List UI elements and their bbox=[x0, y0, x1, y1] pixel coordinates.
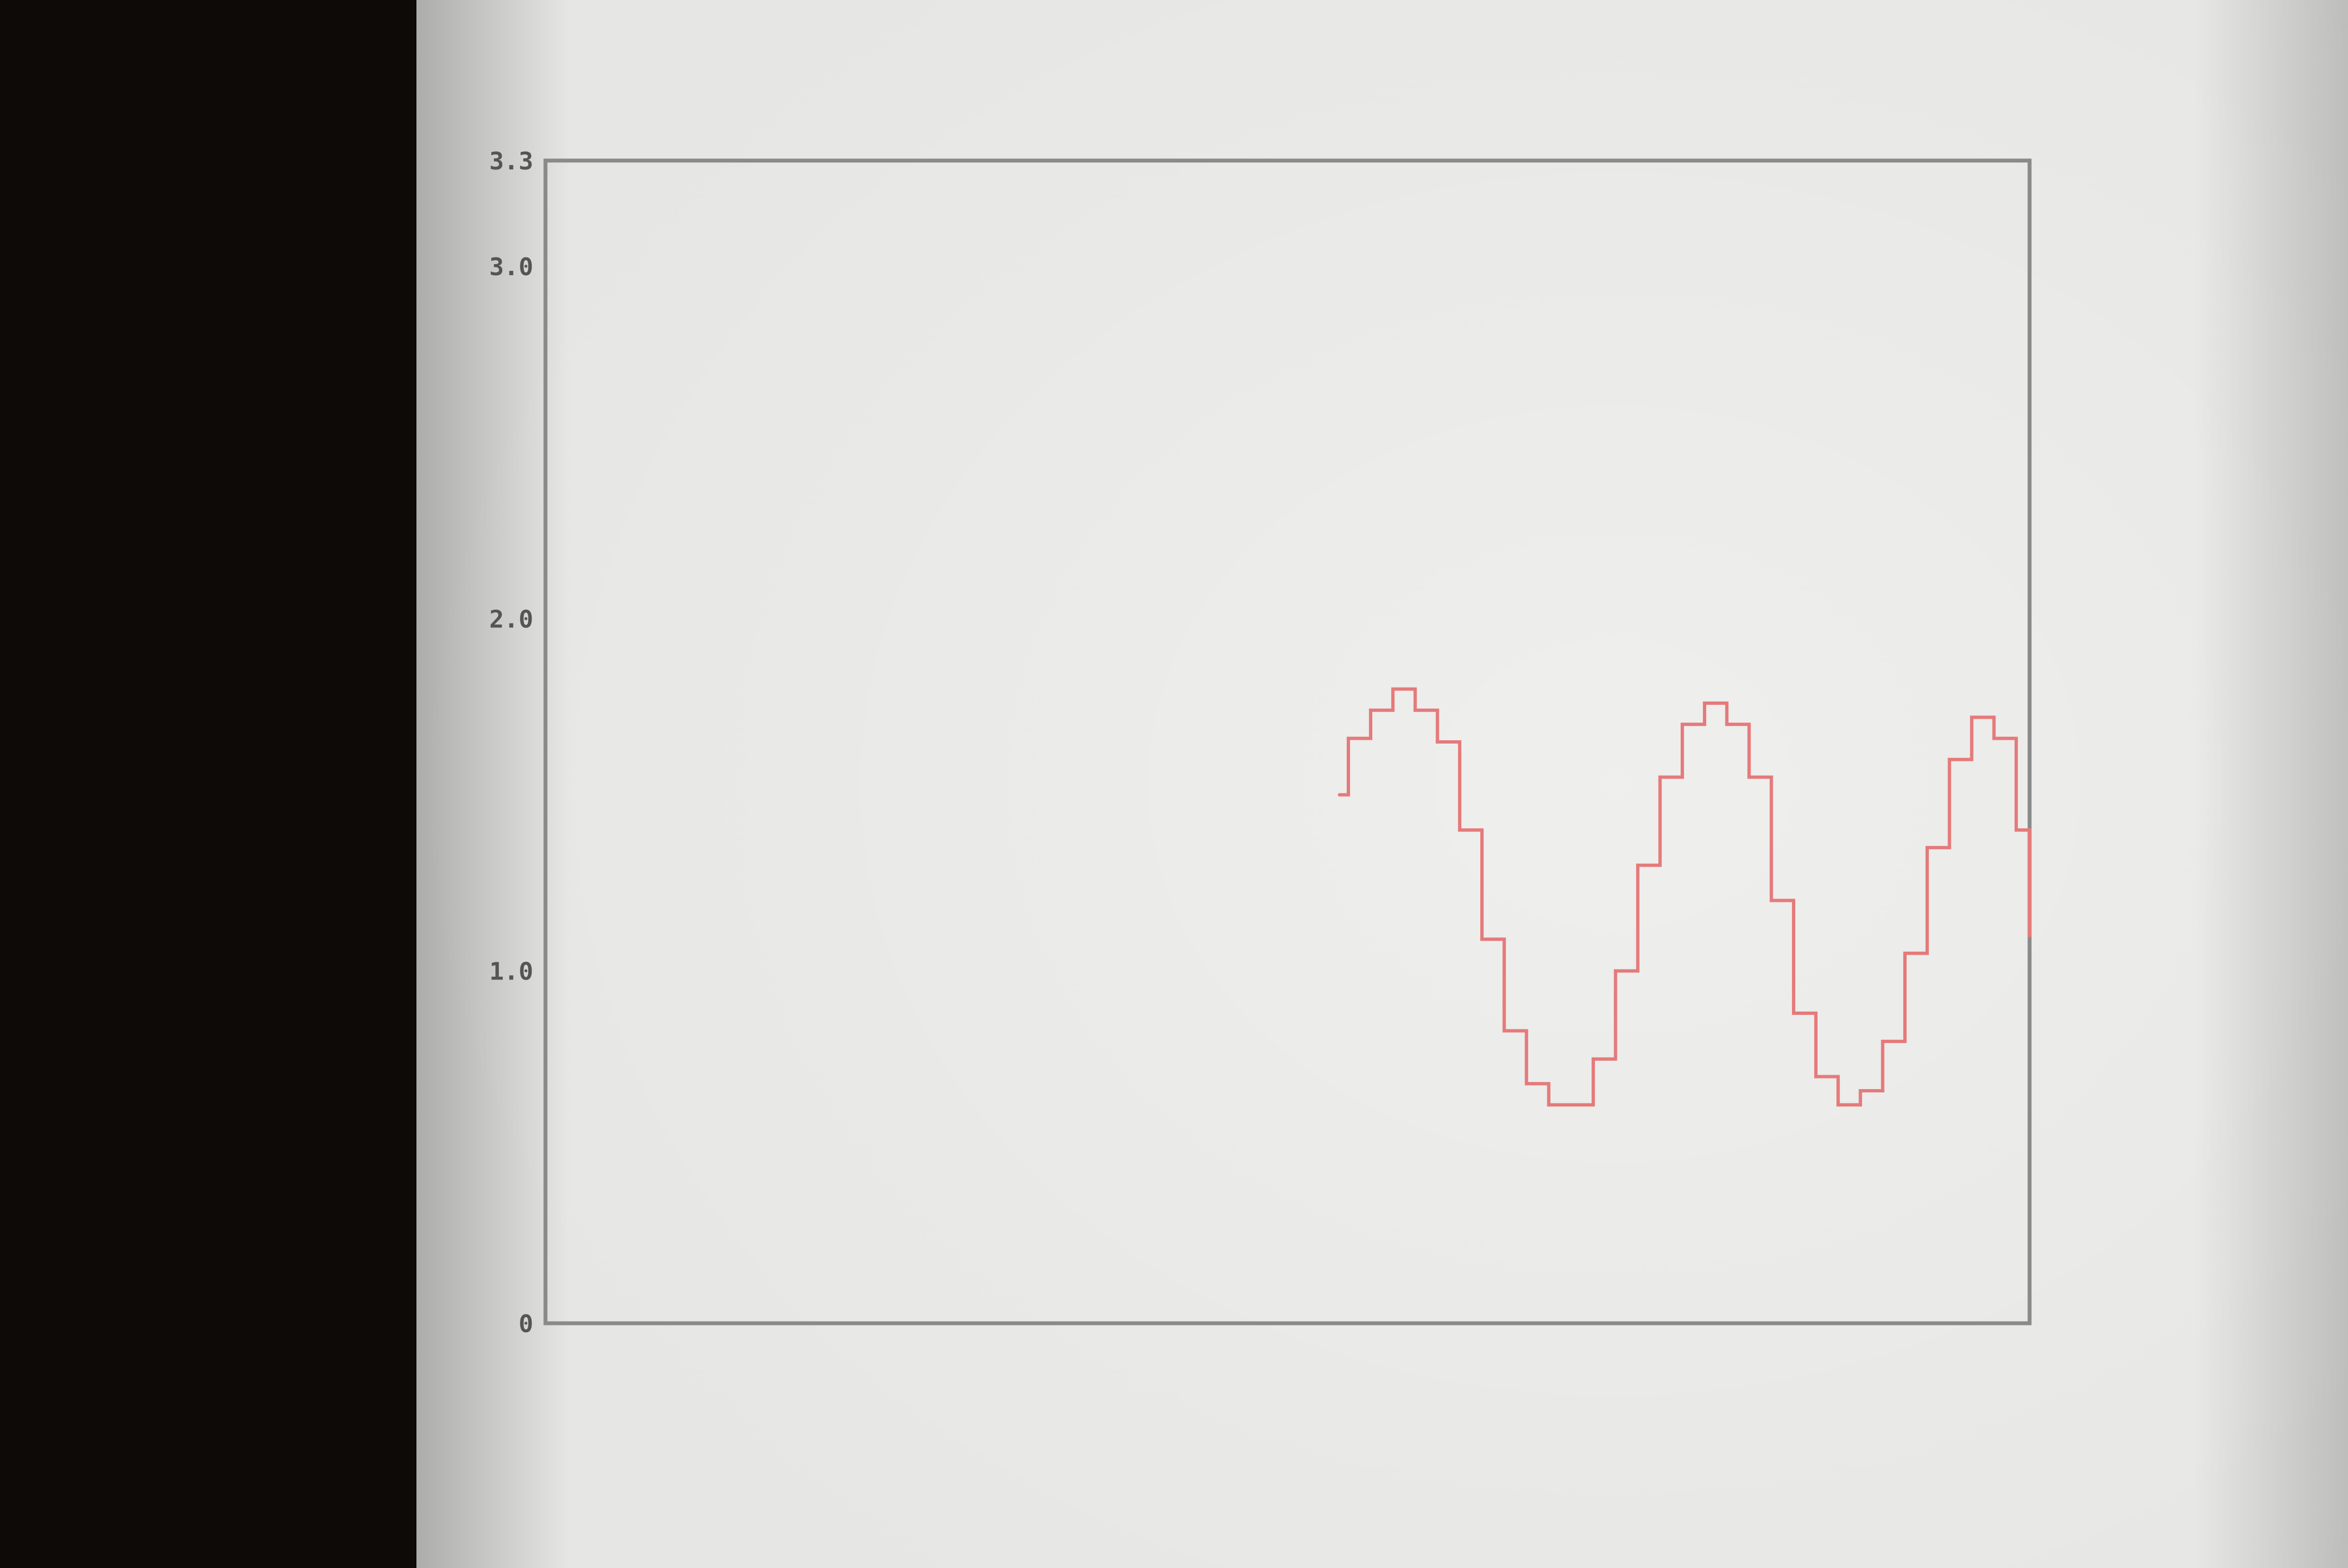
series-0-point-11 bbox=[1569, 1103, 1573, 1107]
series-0-point-24 bbox=[1858, 1089, 1862, 1092]
series-0-point-12 bbox=[1592, 1057, 1595, 1061]
series-0-point-13 bbox=[1614, 969, 1618, 973]
plot-frame bbox=[543, 158, 2032, 1325]
series-0-point-21 bbox=[1791, 1012, 1795, 1015]
series-0-point-16 bbox=[1680, 723, 1684, 726]
series-0-point-20 bbox=[1769, 899, 1773, 902]
series-0-point-22 bbox=[1814, 1075, 1818, 1079]
y-axis-ticks: 0 1.0 2.0 3.0 3.3 bbox=[490, 147, 533, 1338]
y-tick-label-0: 0 bbox=[519, 1310, 534, 1338]
screen-edge-shade bbox=[416, 0, 2348, 1568]
series-0-point-14 bbox=[1636, 863, 1640, 867]
series-0-point-0 bbox=[1337, 793, 1341, 797]
series-0-point-9 bbox=[1525, 1082, 1528, 1086]
series-0-point-31 bbox=[2014, 828, 2018, 832]
series-0-point-23 bbox=[1836, 1103, 1840, 1107]
series-0-point-25 bbox=[1881, 1039, 1884, 1043]
series-0-point-5 bbox=[1435, 740, 1439, 744]
series-0-point-2 bbox=[1369, 708, 1373, 712]
signal-traces bbox=[1337, 687, 2031, 1107]
y-tick-label-3: 3.0 bbox=[490, 253, 533, 281]
series-0-point-1 bbox=[1346, 736, 1350, 740]
y-tick-label-2: 2.0 bbox=[490, 605, 533, 633]
series-0-point-30 bbox=[1992, 736, 1996, 740]
series-0-point-17 bbox=[1703, 702, 1707, 705]
series-line-0 bbox=[1339, 687, 2031, 1107]
series-0-point-28 bbox=[1948, 757, 1951, 761]
y-tick-label-4: 3.3 bbox=[490, 147, 533, 176]
series-0-point-4 bbox=[1413, 708, 1417, 712]
series-0-point-8 bbox=[1502, 1029, 1506, 1033]
series-0-point-3 bbox=[1391, 687, 1395, 691]
series-0-point-29 bbox=[1970, 715, 1974, 719]
series-0-point-26 bbox=[1903, 951, 1907, 955]
series-0-point-19 bbox=[1747, 775, 1751, 779]
series-0-point-7 bbox=[1480, 937, 1484, 941]
series-0-point-10 bbox=[1547, 1103, 1551, 1107]
series-0-point-32 bbox=[2028, 934, 2031, 937]
series-0-point-27 bbox=[1925, 845, 1929, 849]
series-0-point-6 bbox=[1458, 828, 1461, 832]
series-0-point-15 bbox=[1658, 775, 1662, 779]
y-tick-label-1: 1.0 bbox=[490, 958, 533, 986]
series-0-point-18 bbox=[1725, 723, 1729, 726]
